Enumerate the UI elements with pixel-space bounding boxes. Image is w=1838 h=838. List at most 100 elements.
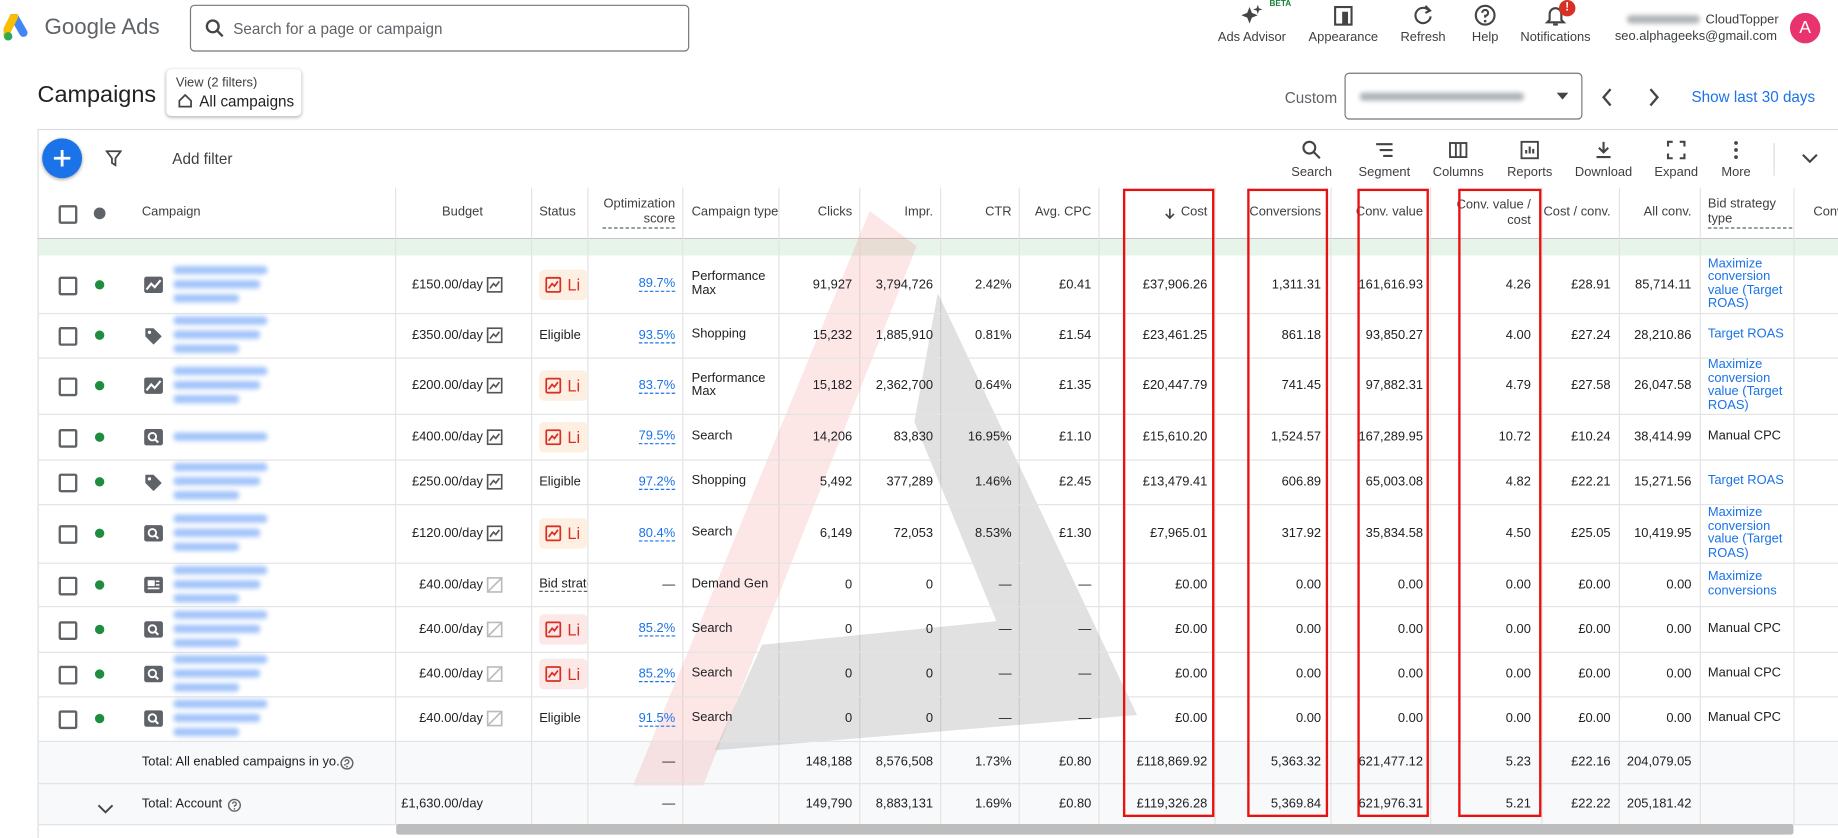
row-checkbox[interactable] (58, 428, 78, 448)
blurred-campaign-name (173, 713, 261, 723)
optimization-score[interactable]: 80.4% (638, 525, 676, 541)
row-divider (37, 740, 1838, 742)
column-header[interactable]: CTR (940, 188, 1019, 238)
bid-strategy[interactable]: Maximize conversion value (Target ROAS) (1707, 505, 1783, 560)
toolbar-label[interactable]: More (1721, 165, 1751, 180)
column-header-text: Bid strategy type (1707, 197, 1793, 229)
row-checkbox[interactable] (58, 276, 78, 295)
column-header[interactable]: Bid strategy type (1700, 188, 1794, 238)
cell-text: 5,369.84 (1270, 796, 1322, 811)
row-checkbox[interactable] (58, 576, 78, 595)
blurred-campaign-name (173, 727, 240, 737)
cell-avg-cpc: £2.45 (1019, 459, 1099, 504)
optimization-score[interactable]: 91.5% (638, 710, 676, 727)
cell-avg-cpc: £1.54 (1019, 313, 1099, 358)
column-header[interactable]: Budget (395, 188, 531, 238)
column-header[interactable]: Campaign (132, 188, 395, 238)
row-checkbox[interactable] (58, 327, 78, 346)
icon-part (547, 280, 559, 289)
toolbar-label[interactable]: Search (1291, 165, 1333, 180)
column-header[interactable]: Impr. (859, 188, 940, 238)
column-header[interactable]: Conv. value / cost (1430, 188, 1541, 238)
column-header[interactable]: Status (531, 188, 587, 238)
show-last-link[interactable]: Show last 30 days (1691, 87, 1816, 106)
date-range[interactable] (1344, 72, 1583, 120)
row-checkbox[interactable] (58, 620, 78, 640)
cell-text: 149,790 (805, 796, 853, 811)
column-header[interactable]: Conv. value (1330, 188, 1430, 238)
icon-part (489, 432, 501, 441)
toolbar-label[interactable]: Expand (1654, 165, 1699, 180)
filter-icon[interactable] (105, 150, 122, 167)
column-header[interactable]: Cost (1098, 188, 1214, 238)
cell-text: 377,289 (886, 474, 934, 489)
campaign-type: Search (691, 620, 733, 636)
cell-cost: £13,479.41 (1098, 459, 1214, 504)
column-header[interactable]: Optimization score (587, 188, 682, 238)
optimization-score[interactable]: 83.7% (638, 378, 676, 394)
column-header[interactable]: Clicks (778, 188, 859, 238)
column-divider (1430, 187, 1432, 825)
budget-text: £120.00/day (411, 526, 483, 541)
top-action-label[interactable]: Appearance (1308, 30, 1379, 45)
optimization-score[interactable]: 85.2% (638, 621, 676, 637)
bid-strategy[interactable]: Target ROAS (1707, 327, 1784, 342)
top-action-label[interactable]: Refresh (1400, 30, 1446, 45)
icon-part (1302, 140, 1321, 159)
column-header[interactable]: Cost / conv. (1541, 188, 1618, 238)
bid-strategy: Manual CPC (1707, 666, 1781, 681)
top-action-label[interactable]: Help (1471, 30, 1499, 45)
optimization-score[interactable]: 97.2% (638, 474, 676, 490)
cell-ctr: — (940, 652, 1019, 697)
bid-strategy[interactable]: Target ROAS (1707, 473, 1784, 488)
row-checkbox[interactable] (58, 473, 78, 493)
prev-period[interactable] (1600, 88, 1614, 107)
view-selector[interactable]: View (2 filters) All campaigns (166, 69, 301, 116)
optimization-score[interactable]: 85.2% (638, 666, 676, 682)
icon-part (1449, 142, 1468, 159)
column-header[interactable]: Campaign type (682, 188, 779, 238)
optimization-score[interactable]: 89.7% (638, 276, 676, 292)
bid-strategy[interactable]: Maximize conversion value (Target ROAS) (1707, 256, 1783, 311)
row-checkbox[interactable] (58, 525, 78, 544)
top-action-label[interactable]: Ads Advisor (1217, 30, 1286, 45)
cell-text: 0.64% (975, 378, 1012, 393)
toolbar-label[interactable]: Download (1574, 165, 1633, 180)
avatar[interactable]: A (1789, 12, 1821, 44)
icon-part (489, 331, 501, 340)
select-all-checkbox[interactable] (58, 205, 78, 224)
cell-cost: £15,610.20 (1098, 414, 1214, 460)
bid-strategy[interactable]: Maximize conversion value (Target ROAS) (1707, 357, 1783, 413)
row-checkbox[interactable] (58, 665, 78, 685)
search-box[interactable]: Search for a page or campaign (189, 4, 690, 52)
column-header[interactable]: Avg. CPC (1019, 188, 1099, 238)
icon-part (340, 756, 354, 770)
cell-bid-strategy-type: Manual CPC (1700, 652, 1794, 697)
cell-cost: £23,461.25 (1098, 313, 1214, 358)
icon-part (486, 666, 503, 682)
next-period[interactable] (1647, 88, 1661, 107)
cell-text: 0 (845, 711, 853, 726)
add-filter[interactable]: Add filter (172, 150, 233, 168)
cell-text: — (998, 577, 1012, 592)
column-header[interactable]: Conv (1793, 188, 1838, 238)
optimization-score[interactable]: 93.5% (638, 327, 676, 343)
add-button[interactable] (42, 138, 83, 179)
toolbar-label[interactable]: Reports (1507, 165, 1553, 180)
toolbar-label[interactable]: Segment (1358, 165, 1411, 180)
row-checkbox[interactable] (58, 710, 78, 730)
icon-part (231, 800, 237, 807)
column-header-text: Optimization score (602, 197, 676, 229)
column-header[interactable]: All conv. (1619, 188, 1700, 238)
collapse-icon[interactable] (1802, 153, 1818, 165)
column-header[interactable]: Conversions (1214, 188, 1330, 238)
optimization-score[interactable]: 79.5% (638, 429, 676, 445)
top-action-label[interactable]: Notifications (1520, 30, 1591, 45)
cell-text: 0.00 (1666, 577, 1692, 592)
bid-strategy[interactable]: Maximize conversions (1707, 569, 1777, 598)
icon-part (486, 525, 503, 542)
row-checkbox[interactable] (58, 377, 78, 397)
budget-icon (486, 666, 503, 682)
cell-text: 5,492 (819, 474, 853, 489)
toolbar-label[interactable]: Columns (1432, 165, 1484, 180)
